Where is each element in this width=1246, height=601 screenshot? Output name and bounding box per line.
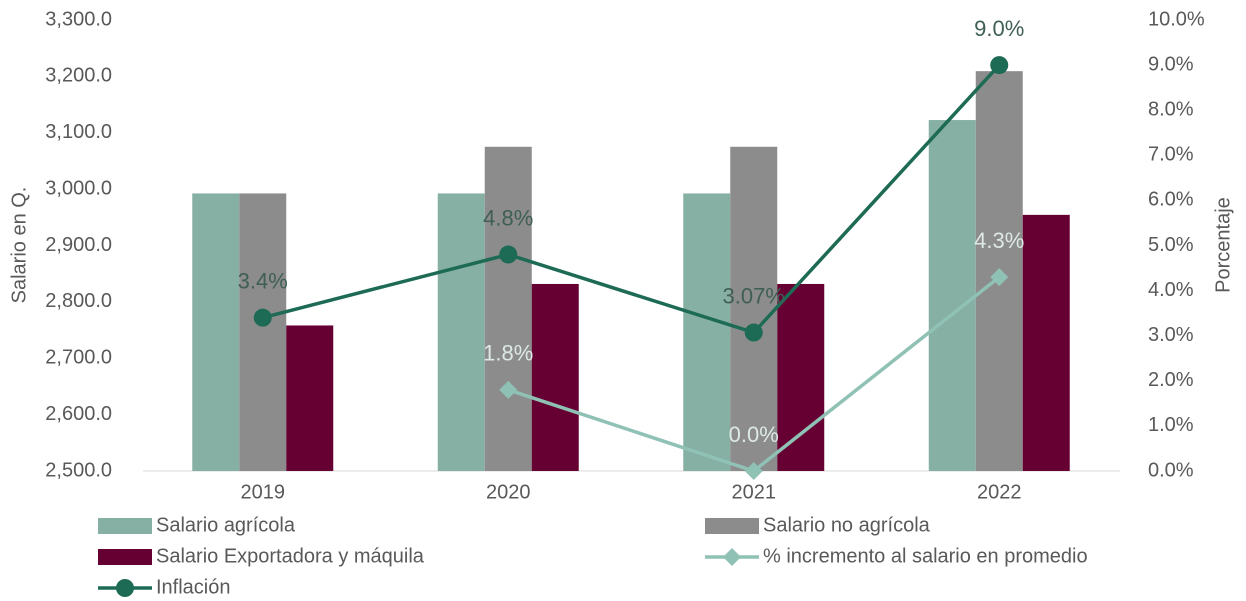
- legend-label: Salario agrícola: [156, 514, 296, 536]
- bar: [730, 146, 778, 472]
- y-tick-label: 2,500.0: [45, 459, 112, 481]
- bar: [683, 193, 731, 472]
- y2-tick-label: 10.0%: [1148, 8, 1205, 30]
- point: [990, 56, 1009, 75]
- x-tick-label: 2019: [241, 481, 286, 503]
- legend-swatch: [723, 548, 741, 566]
- point: [744, 323, 763, 342]
- y2-tick-label: 6.0%: [1148, 189, 1194, 211]
- y2-tick-label: 2.0%: [1148, 369, 1194, 391]
- bar: [239, 193, 287, 472]
- y2-tick-label: 4.0%: [1148, 279, 1194, 301]
- y2-axis-title: Porcentaje: [1212, 197, 1234, 293]
- point: [744, 462, 763, 480]
- y2-tick-label: 1.0%: [1148, 414, 1194, 436]
- x-tick-label: 2022: [977, 481, 1022, 503]
- x-tick-label: 2020: [486, 481, 531, 503]
- y2-tick-label: 0.0%: [1148, 459, 1194, 481]
- y-axis-title: Salario en Q.: [8, 187, 30, 304]
- data-label: 0.0%: [729, 422, 779, 447]
- bar: [437, 193, 485, 472]
- data-label: 4.3%: [974, 228, 1024, 253]
- bar: [1022, 214, 1070, 472]
- line: [262, 63, 1001, 335]
- y2-tick-label: 8.0%: [1148, 98, 1194, 120]
- data-label: 9.0%: [974, 16, 1024, 41]
- point: [990, 268, 1009, 287]
- data-label: 3.4%: [238, 268, 288, 293]
- legend-label: Salario no agrícola: [763, 514, 931, 536]
- legend-label: Salario Exportadora y máquila: [156, 545, 425, 567]
- bar: [928, 120, 976, 471]
- legend-label: % incremento al salario en promedio: [763, 545, 1088, 567]
- point: [499, 245, 518, 264]
- legend-swatch: [98, 549, 152, 565]
- y-tick-label: 3,100.0: [45, 121, 112, 143]
- data-label: 1.8%: [483, 341, 533, 366]
- bar: [286, 325, 334, 471]
- y-tick-label: 2,800.0: [45, 290, 112, 312]
- data-label: 4.8%: [483, 205, 533, 230]
- legend-swatch: [98, 518, 152, 534]
- y-tick-label: 3,000.0: [45, 177, 112, 199]
- y-tick-label: 2,700.0: [45, 347, 112, 369]
- y-tick-label: 2,600.0: [45, 403, 112, 425]
- bar: [484, 146, 532, 472]
- y2-tick-label: 7.0%: [1148, 144, 1194, 166]
- point: [253, 308, 272, 327]
- legend-swatch: [116, 579, 134, 597]
- point: [499, 380, 518, 399]
- x-tick-label: 2021: [732, 481, 777, 503]
- legend-swatch: [705, 518, 759, 534]
- bar: [192, 193, 240, 472]
- legend-label: Inflación: [156, 576, 231, 598]
- y2-tick-label: 5.0%: [1148, 234, 1194, 256]
- y-tick-label: 3,300.0: [45, 8, 112, 30]
- y2-tick-label: 9.0%: [1148, 53, 1194, 75]
- y-tick-label: 3,200.0: [45, 65, 112, 87]
- data-label: 3.07%: [723, 283, 785, 308]
- y-tick-label: 2,900.0: [45, 234, 112, 256]
- bar: [531, 283, 579, 471]
- y2-tick-label: 3.0%: [1148, 324, 1194, 346]
- bar: [777, 283, 825, 471]
